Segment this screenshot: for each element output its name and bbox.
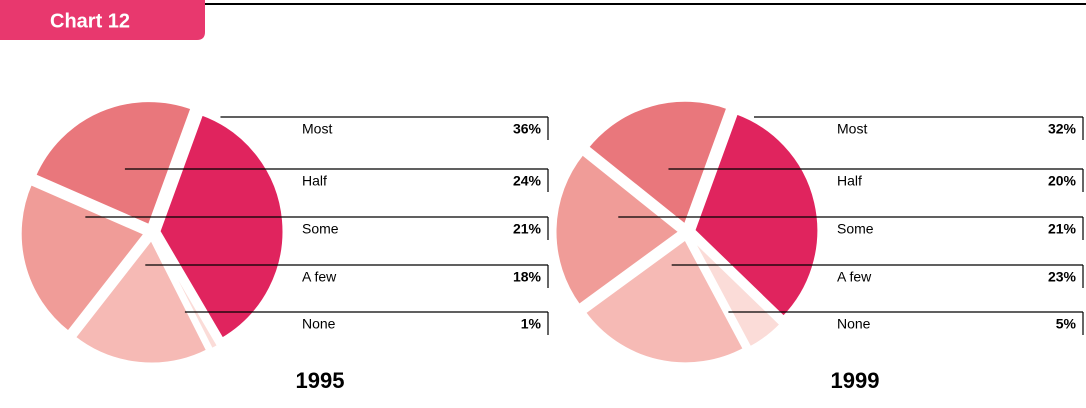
value-label: 21% bbox=[513, 221, 542, 237]
value-label: 32% bbox=[1048, 121, 1077, 137]
pie-slice bbox=[585, 98, 730, 228]
value-label: 24% bbox=[513, 173, 542, 189]
legend-label: Half bbox=[837, 173, 862, 189]
chart-label: Chart 12 bbox=[50, 10, 130, 32]
pie-slice bbox=[32, 99, 194, 228]
pie-slice bbox=[692, 111, 821, 320]
pie-title: 1999 bbox=[831, 368, 880, 393]
legend-label: Most bbox=[837, 121, 867, 137]
value-label: 21% bbox=[1048, 221, 1077, 237]
legend-label: Some bbox=[302, 221, 339, 237]
legend-label: None bbox=[837, 316, 871, 332]
value-label: 1% bbox=[521, 316, 542, 332]
pie-slice bbox=[18, 181, 148, 335]
value-label: 23% bbox=[1048, 269, 1077, 285]
legend-label: Most bbox=[302, 121, 332, 137]
value-label: 36% bbox=[513, 121, 542, 137]
pie-slice bbox=[582, 236, 747, 366]
pie-slice bbox=[553, 151, 683, 308]
legend-label: A few bbox=[837, 269, 872, 285]
value-label: 18% bbox=[513, 269, 542, 285]
value-label: 5% bbox=[1056, 316, 1077, 332]
legend-label: None bbox=[302, 316, 336, 332]
legend-label: Some bbox=[837, 221, 874, 237]
pie-slice bbox=[72, 236, 210, 366]
legend-label: Half bbox=[302, 173, 327, 189]
chart-tab bbox=[0, 0, 205, 40]
legend-label: A few bbox=[302, 269, 337, 285]
pie-slice bbox=[154, 237, 221, 352]
pie-slice bbox=[157, 111, 286, 342]
pie-title: 1995 bbox=[296, 368, 345, 393]
value-label: 20% bbox=[1048, 173, 1077, 189]
